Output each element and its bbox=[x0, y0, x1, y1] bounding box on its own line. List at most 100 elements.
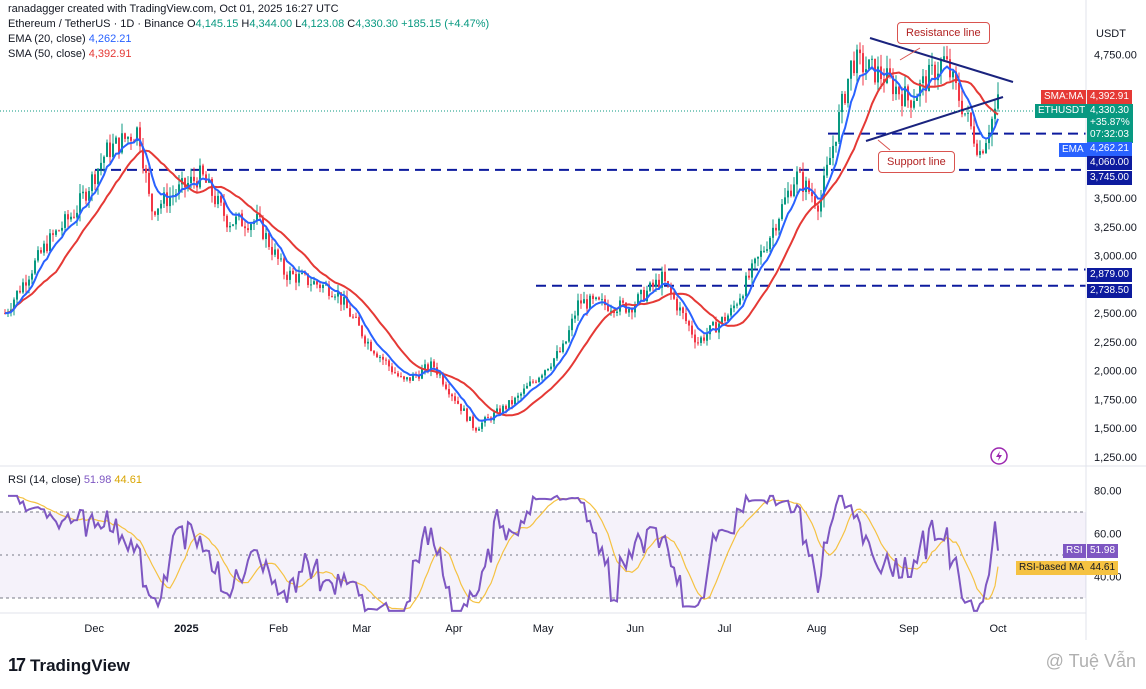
change-value: +185.15 (+4.47%) bbox=[401, 18, 490, 30]
candle-body bbox=[532, 381, 534, 383]
candle-body bbox=[520, 393, 522, 396]
price-tick-label: 3,250.00 bbox=[1094, 222, 1137, 234]
change-pct: +35.87% bbox=[1090, 117, 1130, 128]
candle-body bbox=[49, 233, 51, 252]
candle-body bbox=[850, 60, 852, 79]
candle-body bbox=[475, 427, 477, 431]
candle-body bbox=[931, 64, 933, 66]
candle-body bbox=[793, 184, 795, 197]
attribution: ranadagger created with TradingView.com,… bbox=[8, 3, 339, 15]
candle-body bbox=[673, 293, 675, 299]
level-4060-tag: 4,060.00 bbox=[1087, 156, 1132, 170]
candle-body bbox=[601, 299, 603, 301]
sma-legend[interactable]: SMA (50, close) 4,392.91 bbox=[8, 47, 489, 62]
candle-body bbox=[511, 400, 513, 405]
ema-tag-value: 4,262.21 bbox=[1087, 142, 1132, 156]
candle-body bbox=[916, 96, 918, 101]
candle-body bbox=[769, 237, 771, 250]
time-tick-label: Jul bbox=[717, 623, 731, 635]
candle-body bbox=[922, 76, 924, 84]
support-callout[interactable]: Support line bbox=[878, 151, 955, 173]
candle-body bbox=[817, 205, 819, 212]
candle-body bbox=[565, 341, 567, 344]
candle-body bbox=[808, 180, 810, 192]
candle-body bbox=[685, 313, 687, 322]
candle-body bbox=[352, 316, 354, 318]
candle-body bbox=[637, 294, 639, 305]
candle-body bbox=[100, 162, 102, 169]
candle-body bbox=[265, 233, 267, 239]
tradingview-brand: TradingView bbox=[30, 655, 130, 675]
candle-body bbox=[799, 171, 801, 173]
price-axis[interactable]: 4,750.00 3,500.00 3,250.00 3,000.00 2,500.00… bbox=[1094, 49, 1137, 464]
candle-body bbox=[214, 195, 216, 205]
candle-body bbox=[289, 270, 291, 280]
candle-body bbox=[103, 156, 105, 163]
candle-body bbox=[613, 310, 615, 314]
candle-body bbox=[184, 178, 186, 188]
candle-body bbox=[805, 180, 807, 193]
candle-body bbox=[739, 298, 741, 305]
candle-body bbox=[262, 217, 264, 239]
tradingview-logo[interactable]: 17 TradingView bbox=[8, 655, 130, 676]
candle-body bbox=[346, 297, 348, 309]
candle-body bbox=[388, 360, 390, 367]
high-label: H bbox=[241, 18, 250, 30]
candle-body bbox=[178, 184, 180, 195]
candle-body bbox=[991, 118, 993, 135]
candle-body bbox=[46, 243, 48, 252]
candle-body bbox=[844, 93, 846, 104]
time-tick-label: Mar bbox=[352, 623, 371, 635]
candle-body bbox=[199, 165, 201, 188]
time-tick-label: Feb bbox=[269, 623, 288, 635]
candle-body bbox=[379, 356, 381, 358]
candle-body bbox=[460, 403, 462, 411]
candle-body bbox=[715, 322, 717, 333]
time-axis[interactable]: Dec 2025 Feb Mar Apr May Jun Jul Aug Sep Oct bbox=[84, 623, 1006, 635]
candle-body bbox=[88, 191, 90, 201]
candle-body bbox=[493, 412, 495, 421]
ema-legend-value: 4,262.21 bbox=[88, 33, 132, 45]
candle-body bbox=[445, 384, 447, 389]
candle-body bbox=[106, 142, 108, 157]
rsi-legend[interactable]: RSI (14, close) 51.98 44.61 bbox=[8, 474, 142, 486]
candle-body bbox=[109, 142, 111, 158]
candle-body bbox=[16, 290, 18, 300]
candle-body bbox=[157, 208, 159, 215]
candle-body bbox=[328, 284, 330, 296]
candle-body bbox=[766, 249, 768, 251]
candle-body bbox=[91, 174, 93, 192]
candle-body bbox=[946, 56, 948, 60]
candle-body bbox=[442, 374, 444, 385]
candle-body bbox=[52, 233, 54, 235]
symbol-title[interactable]: Ethereum / TetherUS · 1D · Binance bbox=[8, 18, 184, 30]
candle-body bbox=[646, 290, 648, 302]
candle-body bbox=[592, 295, 594, 300]
candle-body bbox=[841, 93, 843, 113]
candle-body bbox=[748, 275, 750, 278]
candle-body bbox=[814, 196, 816, 206]
candle-body bbox=[61, 227, 63, 231]
candle-body bbox=[70, 216, 72, 220]
time-tick-label: Dec bbox=[84, 623, 104, 635]
candle-body bbox=[268, 233, 270, 247]
candle-body bbox=[274, 249, 276, 255]
candle-body bbox=[676, 298, 678, 311]
lightning-icon[interactable] bbox=[990, 447, 1008, 465]
last-price: 4,330.30 bbox=[1090, 105, 1129, 116]
candle-body bbox=[961, 100, 963, 115]
candle-body bbox=[508, 400, 510, 410]
candle-body bbox=[550, 366, 552, 369]
candle-body bbox=[781, 204, 783, 220]
candle-body bbox=[292, 270, 294, 275]
candle-body bbox=[709, 325, 711, 335]
candle-body bbox=[382, 356, 384, 360]
candle-body bbox=[694, 334, 696, 343]
candle-body bbox=[856, 49, 858, 74]
candle-body bbox=[640, 289, 642, 295]
ema-legend[interactable]: EMA (20, close) 4,262.21 bbox=[8, 32, 489, 47]
candle-body bbox=[340, 292, 342, 305]
resistance-callout[interactable]: Resistance line bbox=[897, 22, 990, 44]
